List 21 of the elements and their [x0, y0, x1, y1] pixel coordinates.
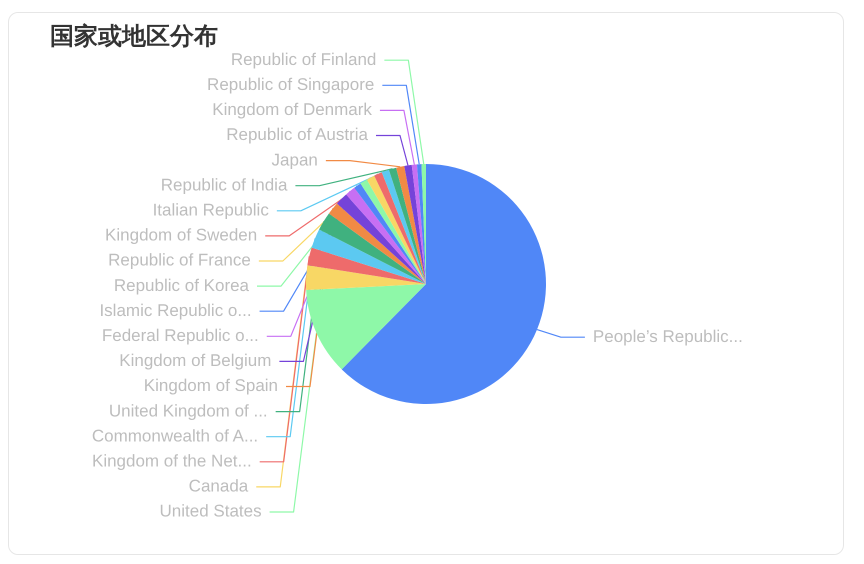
slice-label: Federal Republic o... — [102, 326, 259, 345]
slice-label: Republic of Singapore — [207, 74, 374, 94]
slice-label: Canada — [188, 476, 249, 496]
slice-label: Republic of India — [160, 175, 288, 194]
slice-label: Kingdom of the Net... — [92, 451, 252, 470]
slice-label: United States — [160, 502, 262, 521]
slice-label: Commonwealth of A... — [92, 426, 258, 446]
slice-label: Republic of Finland — [230, 50, 376, 69]
slice-label: Japan — [272, 150, 318, 170]
slice-label: Republic of Austria — [226, 125, 369, 144]
slice-label: Italian Republic — [152, 200, 270, 220]
chart-title: 国家或地区分布 — [50, 21, 218, 51]
slice-label: Islamic Republic o... — [99, 300, 252, 320]
slice-label: Kingdom of Spain — [144, 376, 278, 396]
slice-label: Republic of Korea — [114, 276, 250, 295]
slice-label: Republic of France — [108, 250, 251, 270]
slice-label: Kingdom of Sweden — [105, 226, 258, 245]
slice-label: Kingdom of Belgium — [119, 351, 272, 370]
slice-label: People’s Republic... — [592, 326, 743, 346]
slice-label: Kingdom of Denmark — [212, 100, 372, 120]
slice-label: United Kingdom of ... — [108, 401, 268, 420]
